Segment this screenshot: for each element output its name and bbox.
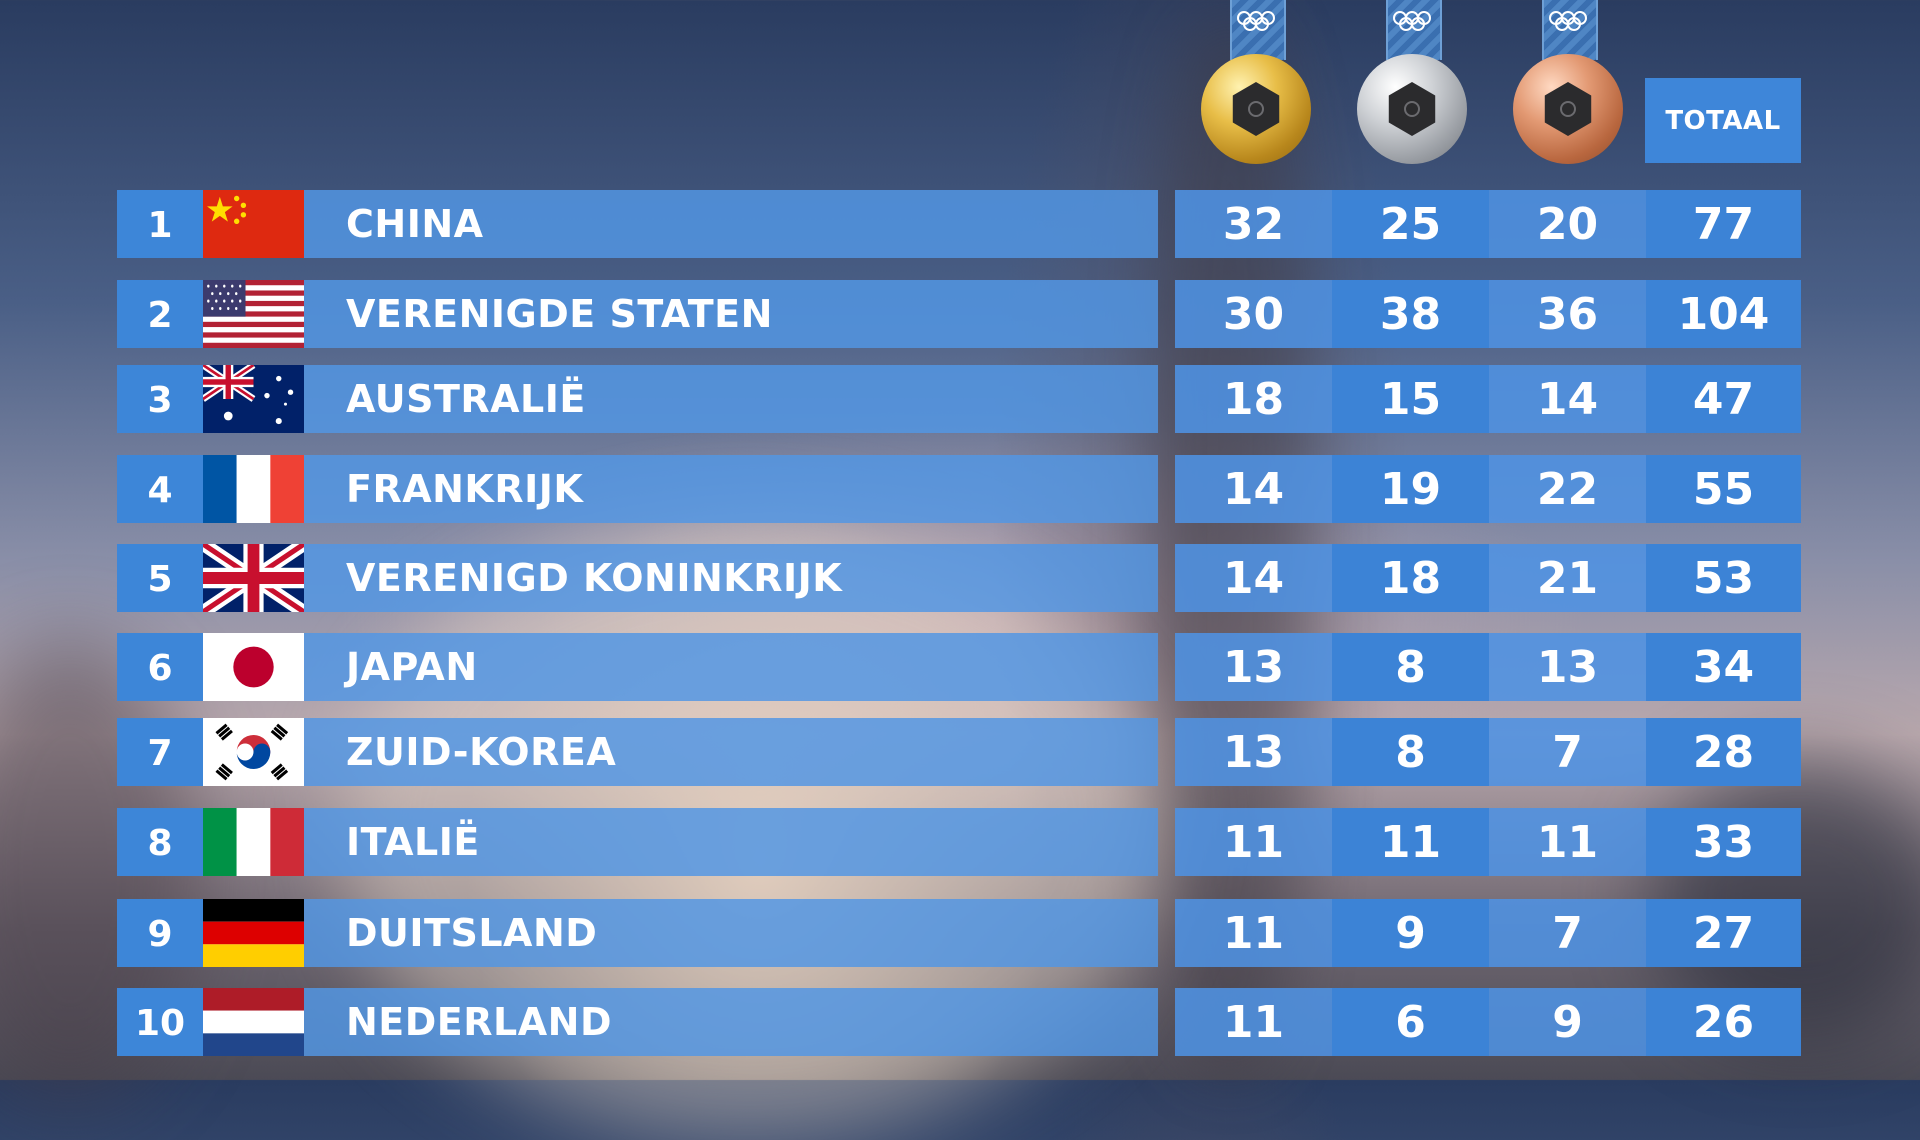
bronze-count: 20 [1489, 190, 1646, 258]
table-row: 4 FRANKRIJK 14 19 22 55 [0, 455, 1920, 523]
gold-count: 14 [1175, 544, 1332, 612]
total-count: 28 [1646, 718, 1801, 786]
rank-cell: 3 [117, 365, 203, 433]
total-count: 53 [1646, 544, 1801, 612]
total-count: 104 [1646, 280, 1801, 348]
gold-count: 30 [1175, 280, 1332, 348]
country-name: VERENIGDE STATEN [304, 280, 1158, 348]
bronze-count: 11 [1489, 808, 1646, 876]
table-row: 10 NEDERLAND 11 6 9 26 [0, 988, 1920, 1056]
table-row: 7 ZUID-KOREA 13 8 7 28 [0, 718, 1920, 786]
total-count: 34 [1646, 633, 1801, 701]
rank-cell: 1 [117, 190, 203, 258]
netherlands-flag-icon [203, 988, 304, 1056]
silver-count: 8 [1332, 718, 1489, 786]
bronze-medal-icon [1513, 54, 1623, 164]
rank-cell: 8 [117, 808, 203, 876]
country-name: FRANKRIJK [304, 455, 1158, 523]
olympic-rings-icon [1549, 11, 1587, 31]
france-flag-icon [203, 455, 304, 523]
ribbon-icon [1230, 0, 1286, 60]
country-name: JAPAN [304, 633, 1158, 701]
rank-cell: 4 [117, 455, 203, 523]
silver-count: 15 [1332, 365, 1489, 433]
total-count: 55 [1646, 455, 1801, 523]
country-name: ITALIË [304, 808, 1158, 876]
silver-count: 25 [1332, 190, 1489, 258]
country-name: VERENIGD KONINKRIJK [304, 544, 1158, 612]
total-count: 77 [1646, 190, 1801, 258]
rank-cell: 6 [117, 633, 203, 701]
italy-flag-icon [203, 808, 304, 876]
gold-count: 13 [1175, 718, 1332, 786]
table-row: 9 DUITSLAND 11 9 7 27 [0, 899, 1920, 967]
gold-count: 11 [1175, 899, 1332, 967]
silver-count: 11 [1332, 808, 1489, 876]
bronze-count: 36 [1489, 280, 1646, 348]
gold-medal-icon [1201, 54, 1311, 164]
south-korea-flag-icon [203, 718, 304, 786]
country-name: ZUID-KOREA [304, 718, 1158, 786]
table-row: 8 ITALIË 11 11 11 33 [0, 808, 1920, 876]
country-name: NEDERLAND [304, 988, 1158, 1056]
bronze-count: 21 [1489, 544, 1646, 612]
silver-count: 9 [1332, 899, 1489, 967]
ribbon-icon [1542, 0, 1598, 60]
olympic-rings-icon [1237, 11, 1275, 31]
total-count: 33 [1646, 808, 1801, 876]
total-count: 26 [1646, 988, 1801, 1056]
table-row: 3 AUSTRALIË 18 15 14 47 [0, 365, 1920, 433]
bronze-count: 13 [1489, 633, 1646, 701]
total-count: 47 [1646, 365, 1801, 433]
silver-count: 19 [1332, 455, 1489, 523]
japan-flag-icon [203, 633, 304, 701]
bronze-count: 22 [1489, 455, 1646, 523]
country-name: AUSTRALIË [304, 365, 1158, 433]
table-row: 6 JAPAN 13 8 13 34 [0, 633, 1920, 701]
bronze-count: 7 [1489, 899, 1646, 967]
australia-flag-icon [203, 365, 304, 433]
silver-column-header [1333, 0, 1489, 170]
bronze-count: 9 [1489, 988, 1646, 1056]
silver-count: 6 [1332, 988, 1489, 1056]
total-count: 27 [1646, 899, 1801, 967]
olympic-rings-icon [1393, 11, 1431, 31]
silver-count: 8 [1332, 633, 1489, 701]
gold-count: 18 [1175, 365, 1332, 433]
gold-count: 11 [1175, 988, 1332, 1056]
bronze-column-header [1489, 0, 1645, 170]
rank-cell: 10 [117, 988, 203, 1056]
gold-count: 14 [1175, 455, 1332, 523]
rank-cell: 9 [117, 899, 203, 967]
germany-flag-icon [203, 899, 304, 967]
bronze-count: 14 [1489, 365, 1646, 433]
table-row: 1 CHINA 32 25 20 77 [0, 190, 1920, 258]
china-flag-icon [203, 190, 304, 258]
ribbon-icon [1386, 0, 1442, 60]
table-row: 2 VERENIGDE STATEN 30 38 36 104 [0, 280, 1920, 348]
silver-count: 18 [1332, 544, 1489, 612]
usa-flag-icon [203, 280, 304, 348]
rank-cell: 5 [117, 544, 203, 612]
united-kingdom-flag-icon [203, 544, 304, 612]
table-row: 5 VERENIGD KONINKRIJK 14 18 21 53 [0, 544, 1920, 612]
gold-count: 32 [1175, 190, 1332, 258]
rank-cell: 7 [117, 718, 203, 786]
silver-medal-icon [1357, 54, 1467, 164]
gold-column-header [1177, 0, 1333, 170]
total-column-header: TOTAAL [1645, 78, 1801, 163]
gold-count: 13 [1175, 633, 1332, 701]
rank-cell: 2 [117, 280, 203, 348]
country-name: DUITSLAND [304, 899, 1158, 967]
gold-count: 11 [1175, 808, 1332, 876]
country-name: CHINA [304, 190, 1158, 258]
silver-count: 38 [1332, 280, 1489, 348]
bronze-count: 7 [1489, 718, 1646, 786]
